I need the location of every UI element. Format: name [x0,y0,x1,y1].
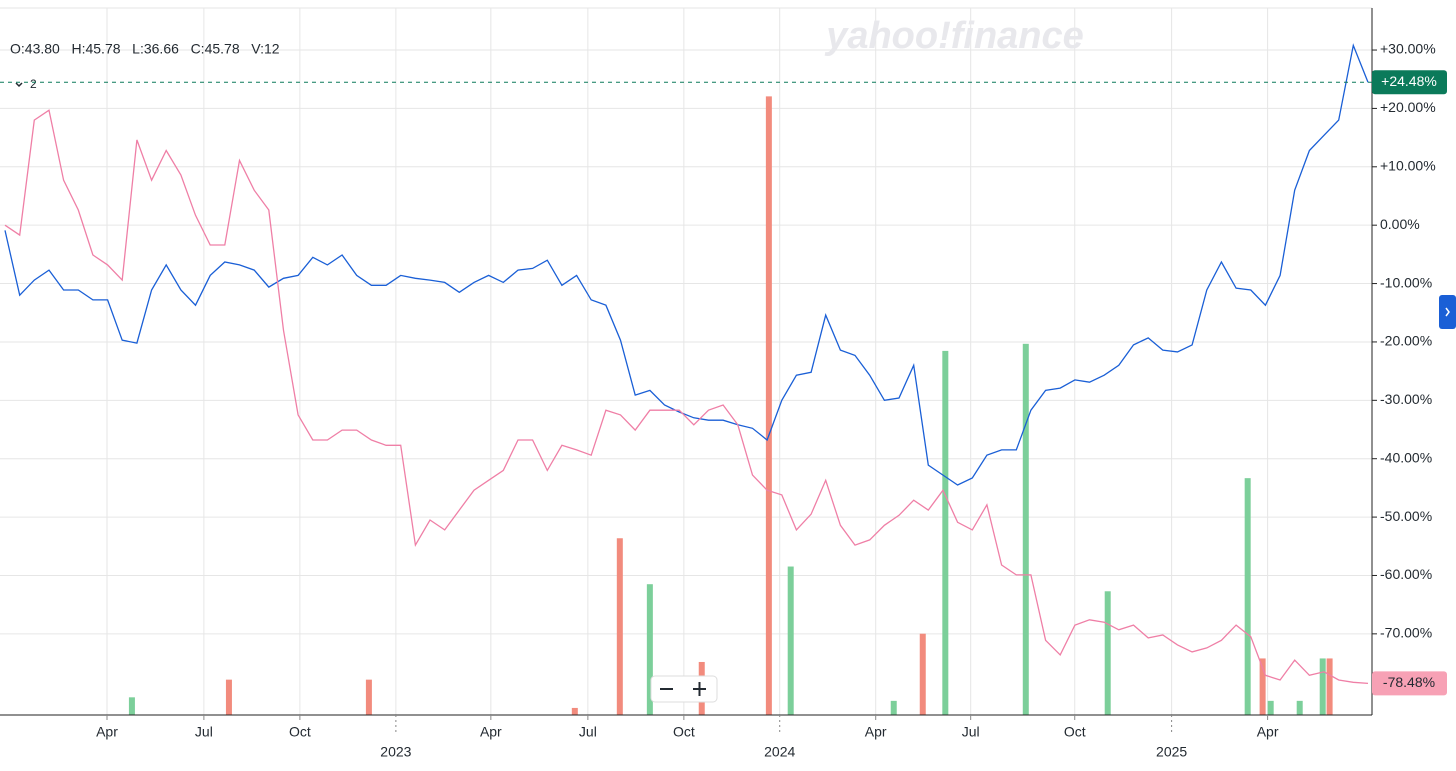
x-tick-label: Oct [289,724,311,740]
x-tick-label: Apr [480,724,502,740]
volume-bar [1104,591,1111,715]
x-tick-label: Oct [673,724,695,740]
volume-bar [616,538,623,715]
x-tick-label: Jul [579,724,597,740]
volume-bar [890,700,897,715]
y-tick-label: 0.00% [1380,216,1420,232]
volume-bar [1259,658,1266,715]
volume-bar [942,350,949,715]
volume-bar [1296,700,1303,715]
end-label: -78.48% [1383,674,1435,690]
volume-bar [646,584,653,715]
zoom-controls [650,675,718,703]
end-label-bg [1372,671,1447,696]
x-tick-label: Jul [962,724,980,740]
y-tick-label: +10.00% [1380,158,1436,174]
compare-count[interactable]: 2 [30,77,37,91]
y-tick-label: -50.00% [1380,508,1432,524]
volume-bar [919,633,926,715]
volume-bar [1326,658,1333,715]
y-tick-label: -60.00% [1380,566,1432,582]
y-tick-label: -30.00% [1380,391,1432,407]
volume-bar [128,697,135,715]
x-tick-label: 2023 [380,744,411,760]
x-tick-label: 2024 [764,744,795,760]
chevron-icon[interactable] [15,82,23,88]
volume-bar [1319,658,1326,715]
x-tick-label: Jul [195,724,213,740]
y-tick-label: +30.00% [1380,41,1436,57]
volume-bar [787,566,794,715]
y-tick-label: -40.00% [1380,449,1432,465]
volume-bar [1267,700,1274,715]
volume [128,96,1333,715]
end-label: +24.48% [1381,73,1437,89]
lines [4,43,1369,685]
y-tick-label: -20.00% [1380,333,1432,349]
volume-bar [225,679,232,715]
y-tick-label: -70.00% [1380,625,1432,641]
end-label-bg [1372,70,1447,95]
grid [0,7,1372,715]
x-tick-label: Apr [96,724,118,740]
x-tick-label: Oct [1064,724,1086,740]
x-tick-label: Apr [865,724,887,740]
x-tick-label: 2025 [1156,744,1187,760]
volume-bar [1244,478,1251,715]
volume-bar [1022,343,1029,715]
ohlcv-info: O:43.80 H:45.78 L:36.66 C:45.78 V:12 [10,41,280,57]
side-tab[interactable] [1439,295,1456,329]
watermark: yahoo!finance [824,15,1084,57]
x-tick-label: Apr [1257,724,1279,740]
volume-bar [365,679,372,715]
volume-bar [571,707,578,715]
series-line [4,109,1369,685]
side-tab-icon [1445,307,1450,317]
series-line [4,43,1369,486]
volume-bar [765,96,772,715]
y-tick-label: +20.00% [1380,99,1436,115]
y-tick-label: -10.00% [1380,274,1432,290]
